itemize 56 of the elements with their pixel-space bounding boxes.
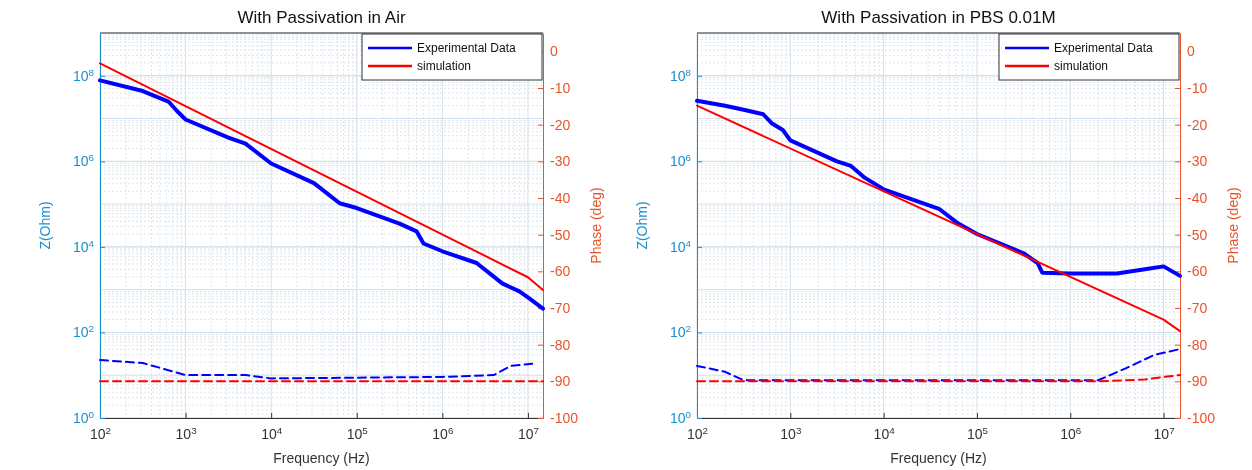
y2-tick-label: -40 bbox=[1187, 189, 1208, 206]
y-tick-label: 10$^{6}$ bbox=[669, 151, 692, 170]
y-tick-label: 10$^{6}$ bbox=[72, 151, 95, 170]
y2-tick-label: -20 bbox=[550, 116, 571, 133]
y2-tick-label: -30 bbox=[550, 153, 571, 170]
y2-tick-label: -10 bbox=[1187, 79, 1208, 96]
chart-title: With Passivation in PBS 0.01M bbox=[821, 8, 1056, 27]
legend-label: simulation bbox=[1054, 59, 1109, 73]
x-axis-title: Frequency (Hz) bbox=[890, 450, 987, 466]
y-tick-label: 10$^{2}$ bbox=[669, 322, 691, 341]
chart-title: With Passivation in Air bbox=[237, 8, 406, 27]
x-tick-label: 10$^{7}$ bbox=[1153, 424, 1175, 443]
x-tick-label: 10$^{7}$ bbox=[517, 424, 539, 443]
y2-tick-label: -90 bbox=[550, 373, 571, 390]
y2-tick-label: -80 bbox=[550, 336, 571, 353]
y2-tick-label: -70 bbox=[550, 299, 571, 316]
legend-label: Experimental Data bbox=[417, 41, 517, 55]
legend-label: Experimental Data bbox=[1054, 41, 1154, 55]
y2-tick-label: -40 bbox=[550, 189, 571, 206]
x-tick-label: 10$^{6}$ bbox=[432, 424, 454, 443]
y2-axis-title: Phase (deg) bbox=[1225, 187, 1241, 264]
y-tick-label: 10$^{4}$ bbox=[669, 237, 692, 255]
y2-tick-label: -90 bbox=[1187, 373, 1208, 390]
y-tick-label: 10$^{8}$ bbox=[669, 66, 692, 84]
x-axis-title: Frequency (Hz) bbox=[273, 450, 370, 466]
y2-tick-label: -10 bbox=[550, 79, 571, 96]
x-tick-label: 10$^{2}$ bbox=[89, 424, 112, 443]
x-tick-label: 10$^{2}$ bbox=[686, 424, 709, 443]
y2-axis-title: Phase (deg) bbox=[588, 187, 604, 264]
legend-label: simulation bbox=[417, 59, 472, 73]
x-tick-label: 10$^{6}$ bbox=[1060, 424, 1082, 443]
y2-tick-label: -20 bbox=[1187, 116, 1208, 133]
y2-tick-label: -100 bbox=[1187, 409, 1216, 426]
y2-tick-label: 0 bbox=[1187, 43, 1195, 60]
y2-tick-label: -100 bbox=[550, 409, 579, 426]
x-tick-label: 10$^{4}$ bbox=[261, 424, 283, 443]
y2-tick-label: -50 bbox=[1187, 226, 1208, 243]
y2-tick-label: -30 bbox=[1187, 153, 1208, 170]
y2-tick-label: 0 bbox=[550, 43, 558, 60]
y2-tick-label: -70 bbox=[1187, 299, 1208, 316]
y-axis-title: Z(Ohm) bbox=[634, 201, 650, 250]
x-tick-label: 10$^{3}$ bbox=[780, 424, 802, 443]
y-tick-label: 10$^{2}$ bbox=[72, 322, 94, 341]
y-axis-title: Z(Ohm) bbox=[37, 201, 53, 250]
y-tick-label: 10$^{8}$ bbox=[72, 66, 95, 84]
y-tick-label: 10$^{4}$ bbox=[72, 237, 95, 255]
y-tick-label: 10$^{0}$ bbox=[669, 408, 692, 426]
y2-tick-label: -50 bbox=[550, 226, 571, 243]
x-tick-label: 10$^{5}$ bbox=[346, 424, 369, 443]
x-tick-label: 10$^{4}$ bbox=[873, 424, 896, 443]
x-tick-label: 10$^{3}$ bbox=[175, 424, 198, 443]
y2-tick-label: -60 bbox=[550, 263, 571, 280]
y-tick-label: 10$^{0}$ bbox=[72, 408, 95, 426]
y2-tick-label: -80 bbox=[1187, 336, 1208, 353]
y2-tick-label: -60 bbox=[1187, 263, 1208, 280]
x-tick-label: 10$^{5}$ bbox=[966, 424, 989, 443]
